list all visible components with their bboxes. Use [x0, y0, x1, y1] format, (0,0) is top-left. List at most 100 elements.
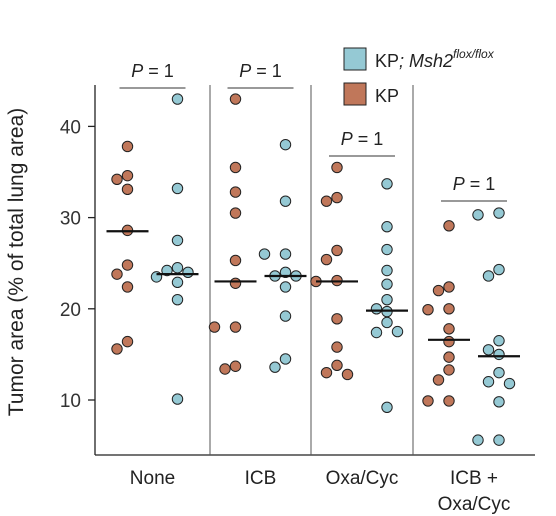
data-point-msh2-2-9: [370, 326, 383, 339]
data-point-kp-0-7: [121, 281, 134, 293]
data-point-msh2-0-3: [171, 262, 184, 274]
pvalue-label-1: P = 1: [239, 61, 282, 81]
data-point-kp-2-11: [341, 368, 354, 381]
data-point-kp-1-2: [229, 186, 242, 198]
data-point-msh2-0-2: [171, 234, 184, 247]
data-point-kp-3-8: [443, 364, 455, 376]
y-axis-label: Tumor area (% of total lung area): [5, 108, 28, 417]
data-point-kp-0-3: [121, 183, 134, 196]
data-point-msh2-1-2: [279, 248, 292, 260]
data-point-msh2-2-4: [381, 278, 393, 290]
data-point-kp-1-9: [219, 363, 231, 375]
data-point-kp-3-1: [443, 281, 455, 293]
y-tick-label-40: 40: [60, 117, 81, 138]
data-point-kp-3-0: [443, 220, 455, 232]
data-point-msh2-3-8: [482, 376, 495, 388]
data-point-msh2-3-6: [493, 348, 505, 361]
data-point-kp-1-8: [229, 360, 242, 372]
legend-swatch-msh2: [343, 47, 367, 71]
data-point-kp-0-8: [121, 335, 134, 348]
data-point-msh2-0-8: [171, 293, 184, 306]
legend-label-kp: KP: [375, 86, 399, 106]
data-point-msh2-3-2: [493, 263, 505, 276]
category-label-0-0: None: [130, 468, 175, 489]
data-point-msh2-2-0: [381, 178, 393, 190]
data-point-kp-3-3: [443, 303, 455, 315]
legend-msh2-superscript: flox/flox: [453, 47, 495, 61]
legend-msh2-gene: Msh2: [409, 51, 453, 71]
data-point-kp-1-3: [229, 207, 242, 219]
category-label-2-0: Oxa/Cyc: [326, 468, 399, 489]
data-point-kp-2-9: [331, 359, 343, 372]
data-point-kp-0-9: [111, 343, 123, 355]
data-point-msh2-2-11: [381, 401, 393, 413]
data-point-msh2-3-10: [493, 396, 505, 408]
data-point-kp-0-0: [121, 140, 134, 153]
pvalue-value: = 1: [143, 61, 174, 81]
pvalue-label-2: P = 1: [341, 129, 384, 149]
pvalue-symbol: P: [131, 61, 143, 81]
pvalue-symbol: P: [341, 129, 353, 149]
data-point-kp-2-0: [331, 161, 343, 174]
pvalue-label-3: P = 1: [453, 174, 496, 194]
data-point-kp-2-2: [320, 195, 333, 207]
data-point-kp-1-4: [229, 254, 242, 267]
data-point-kp-3-6: [443, 335, 455, 348]
data-point-kp-3-2: [432, 284, 445, 297]
data-point-msh2-0-7: [171, 276, 184, 289]
data-point-msh2-3-12: [472, 434, 484, 446]
data-point-kp-0-1: [121, 169, 134, 182]
legend-msh2-prefix: KP: [375, 51, 399, 71]
data-point-msh2-3-7: [493, 366, 505, 379]
data-point-kp-3-5: [443, 323, 455, 335]
data-point-kp-3-4: [422, 304, 434, 316]
data-point-msh2-1-3: [258, 248, 271, 260]
data-point-kp-3-9: [432, 374, 445, 386]
data-point-kp-2-7: [331, 313, 343, 325]
data-point-msh2-2-5: [381, 293, 393, 306]
data-point-kp-1-7: [208, 321, 221, 333]
data-point-msh2-3-9: [503, 377, 516, 390]
data-point-kp-2-1: [331, 191, 343, 204]
data-point-msh2-2-1: [381, 221, 393, 233]
pvalue-symbol: P: [239, 61, 251, 81]
data-point-kp-2-4: [320, 253, 333, 266]
pvalue-value: = 1: [465, 174, 496, 194]
data-point-kp-3-7: [443, 351, 455, 363]
data-point-msh2-0-1: [171, 182, 184, 195]
pvalue-value: = 1: [353, 129, 384, 149]
category-label-3-0: ICB +: [450, 468, 498, 489]
data-point-msh2-3-11: [493, 434, 505, 446]
data-point-msh2-3-4: [493, 335, 505, 347]
data-point-msh2-2-2: [381, 243, 393, 256]
data-point-kp-0-2: [111, 173, 123, 185]
data-point-msh2-0-5: [182, 266, 194, 279]
data-point-msh2-3-0: [493, 207, 505, 219]
data-point-msh2-1-8: [279, 310, 292, 322]
data-point-msh2-3-5: [482, 344, 495, 356]
pvalue-value: = 1: [251, 61, 282, 81]
data-point-msh2-1-10: [269, 361, 281, 373]
category-label-1-0: ICB: [245, 468, 277, 489]
y-tick-label-20: 20: [60, 300, 81, 321]
data-point-msh2-1-9: [279, 353, 292, 365]
category-label-3-1: Oxa/Cyc: [438, 494, 511, 515]
data-point-msh2-2-6: [370, 303, 383, 315]
pvalue-label-0: P = 1: [131, 61, 174, 81]
data-point-msh2-0-0: [171, 93, 184, 105]
data-point-msh2-3-1: [472, 209, 484, 221]
data-point-msh2-1-0: [279, 138, 292, 151]
data-point-kp-2-10: [320, 366, 333, 379]
data-point-kp-2-3: [331, 244, 343, 257]
y-tick-label-10: 10: [60, 391, 81, 412]
data-point-kp-1-1: [229, 161, 242, 174]
data-point-msh2-1-7: [279, 281, 292, 293]
data-point-msh2-3-3: [482, 270, 495, 282]
data-point-msh2-2-10: [391, 325, 404, 338]
data-point-msh2-1-1: [279, 195, 292, 207]
pvalue-symbol: P: [453, 174, 465, 194]
data-point-kp-1-0: [229, 93, 242, 105]
data-point-msh2-0-9: [171, 393, 184, 405]
y-tick-label-30: 30: [60, 209, 81, 230]
